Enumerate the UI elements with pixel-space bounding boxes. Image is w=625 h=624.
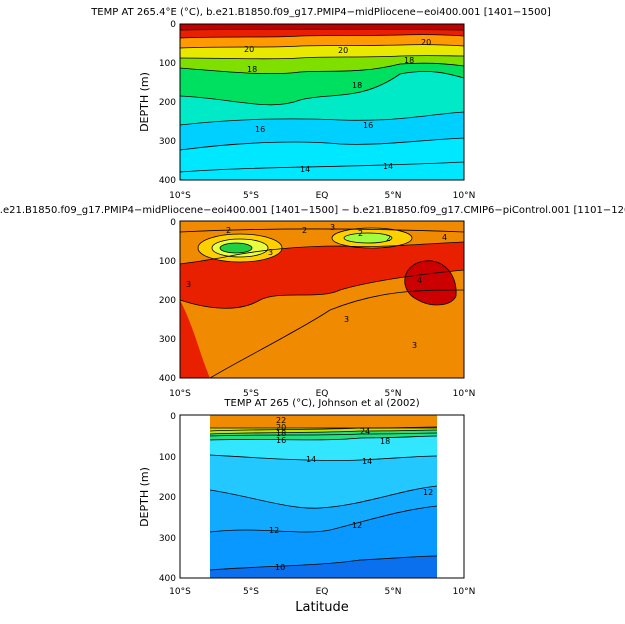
- panel-difference: b.e21.B1850.f09_g17.PMIP4−midPliocene−eo…: [0, 205, 625, 399]
- y-tick-label: 200: [159, 98, 176, 108]
- y-tick-label: 400: [159, 176, 176, 186]
- contour-label: 12: [423, 488, 433, 497]
- y-tick-label: 100: [159, 59, 176, 69]
- panel-3-fill: 22 20 18 16 14 14 12 12 12 10 24 18: [210, 415, 437, 578]
- contour-label: 14: [362, 457, 372, 466]
- x-tick-label: 10°S: [169, 389, 191, 399]
- y-tick-label: 200: [159, 493, 176, 503]
- panel-3-contour-labels: 22 20 18 16 14 14 12 12 12 10 24 18: [269, 416, 433, 572]
- panel-2-contour-labels: 3 2 3 2 3 4 3 3 2 2 4: [186, 223, 447, 350]
- panel-1-contours: [180, 28, 464, 173]
- x-tick-label: EQ: [316, 587, 329, 597]
- contour-label: 16: [255, 125, 265, 134]
- contour-label: 2: [358, 229, 363, 238]
- y-tick-label: 100: [159, 453, 176, 463]
- y-tick-label: 400: [159, 374, 176, 384]
- contour-label: 16: [276, 436, 286, 445]
- contour-label: 3: [186, 280, 191, 289]
- panel-1-title: TEMP AT 265.4°E (°C), b.e21.B1850.f09_g1…: [90, 7, 551, 18]
- x-tick-label: 5°S: [243, 587, 259, 597]
- x-tick-label: 5°S: [243, 191, 259, 201]
- panel-observed-temp: TEMP AT 265 (°C), Johnson et al (2002): [138, 398, 475, 615]
- contour-label: 18: [276, 429, 286, 438]
- panel-2-x-ticks: 10°S 5°S EQ 5°N 10°N: [169, 389, 475, 399]
- contour-label: 24: [360, 427, 370, 436]
- panel-3-title: TEMP AT 265 (°C), Johnson et al (2002): [223, 398, 419, 409]
- contour-label: 12: [269, 526, 279, 535]
- panel-1-y-axis-label: DEPTH (m): [138, 72, 151, 132]
- contour-label: 20: [244, 45, 254, 54]
- x-tick-label: 10°S: [169, 191, 191, 201]
- contour-label: 4: [442, 233, 447, 242]
- contour-label: 2: [226, 226, 231, 235]
- contour-label: 2: [386, 234, 391, 243]
- x-tick-label: 10°N: [453, 587, 476, 597]
- y-tick-label: 300: [159, 534, 176, 544]
- x-tick-label: 10°N: [453, 191, 476, 201]
- contour-label: 3: [344, 315, 349, 324]
- y-tick-label: 0: [170, 20, 176, 30]
- contour-label: 18: [404, 56, 414, 65]
- y-tick-label: 300: [159, 335, 176, 345]
- y-tick-label: 200: [159, 296, 176, 306]
- contour-label: 12: [352, 521, 362, 530]
- contour-label: 20: [276, 423, 286, 432]
- panel-1-contour-labels: 16 18 20 14 18 16 14 18 20 20: [244, 38, 431, 174]
- contour-label: 18: [247, 65, 257, 74]
- panel-3-x-axis-label: Latitude: [295, 600, 349, 615]
- contour-label: 3: [330, 223, 335, 232]
- x-tick-label: 5°S: [243, 389, 259, 399]
- contour-label: 14: [383, 162, 393, 171]
- x-tick-label: 10°N: [453, 389, 476, 399]
- panel-1-y-ticks: 0 100 200 300 400: [159, 20, 176, 186]
- contour-label: 4: [417, 276, 422, 285]
- contour-label: 2: [302, 226, 307, 235]
- panel-3-y-ticks: 0 100 200 300 400: [159, 412, 176, 584]
- contour-label: 10: [275, 563, 285, 572]
- contour-label: 20: [338, 46, 348, 55]
- panel-2-contours: [180, 227, 464, 378]
- x-tick-label: 5°N: [385, 389, 402, 399]
- contour-label: 14: [306, 455, 316, 464]
- contour-label: 22: [276, 416, 286, 425]
- x-tick-label: EQ: [316, 191, 329, 201]
- x-tick-label: 5°N: [385, 587, 402, 597]
- panel-1-fill: 16 18 20 14 18 16 14 18 20 20: [180, 24, 464, 180]
- y-tick-label: 0: [170, 218, 176, 228]
- panel-model-temp: TEMP AT 265.4°E (°C), b.e21.B1850.f09_g1…: [90, 7, 551, 201]
- panel-3-x-ticks: 10°S 5°S EQ 5°N 10°N: [169, 587, 475, 597]
- x-tick-label: 5°N: [385, 191, 402, 201]
- panel-3-y-axis-label: DEPTH (m): [138, 467, 151, 527]
- panel-2-y-ticks: 0 100 200 300 400: [159, 218, 176, 384]
- contour-label: 3: [268, 248, 273, 257]
- x-tick-label: EQ: [316, 389, 329, 399]
- panel-1-x-ticks: 10°S 5°S EQ 5°N 10°N: [169, 191, 475, 201]
- contour-label: 16: [363, 121, 373, 130]
- y-tick-label: 400: [159, 574, 176, 584]
- contour-label: 14: [300, 165, 310, 174]
- y-tick-label: 300: [159, 137, 176, 147]
- panel-2-title: b.e21.B1850.f09_g17.PMIP4−midPliocene−eo…: [0, 205, 625, 216]
- y-tick-label: 0: [170, 412, 176, 422]
- contour-label: 20: [421, 38, 431, 47]
- y-tick-label: 100: [159, 257, 176, 267]
- contour-label: 18: [352, 81, 362, 90]
- contour-label: 3: [412, 341, 417, 350]
- x-tick-label: 10°S: [169, 587, 191, 597]
- panel-2-fill: 3 2 3 2 3 4 3 3 2 2 4: [180, 221, 464, 378]
- contour-label: 18: [380, 437, 390, 446]
- panel-3-contours: [210, 426, 437, 571]
